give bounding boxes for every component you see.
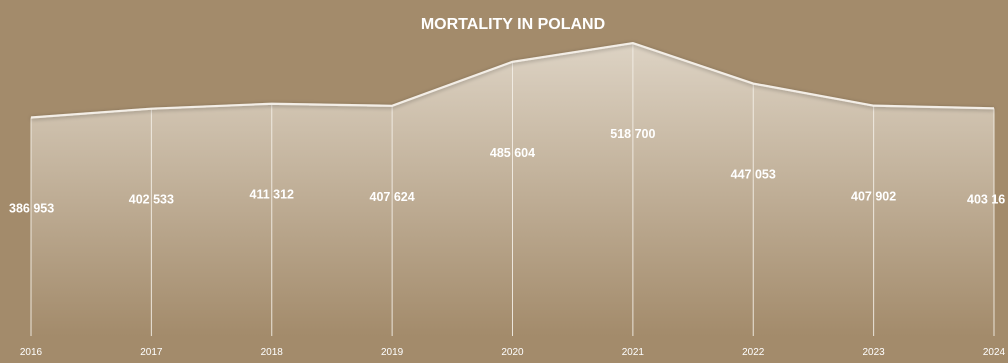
data-label-2016: 386 953 — [9, 201, 54, 215]
data-label-2023: 407 902 — [851, 190, 896, 204]
x-tick-label-2024: 2024 — [983, 347, 1006, 358]
chart-title: MORTALITY IN POLAND — [421, 16, 605, 33]
drop-lines — [30, 43, 995, 336]
x-tick-label-2017: 2017 — [140, 347, 163, 358]
data-label-2017: 402 533 — [129, 193, 174, 207]
x-tick-label-2018: 2018 — [261, 347, 284, 358]
data-label-2022: 447 053 — [731, 168, 776, 182]
x-tick-label-2016: 2016 — [20, 347, 43, 358]
data-label-2018: 411 312 — [250, 188, 295, 202]
x-tick-label-2019: 2019 — [381, 347, 404, 358]
data-labels: 386 953 402 533 411 312 407 624 485 604 518 7… — [9, 127, 1005, 215]
x-tick-label-2023: 2023 — [863, 347, 886, 358]
data-label-2019: 407 624 — [370, 190, 415, 204]
x-tick-label-2020: 2020 — [501, 347, 524, 358]
x-tick-label-2021: 2021 — [622, 347, 645, 358]
x-axis-ticks: 2016 2017 2018 2019 2020 2021 2022 2023 2024 — [20, 347, 1006, 358]
x-tick-label-2022: 2022 — [742, 347, 765, 358]
series-line-layer — [30, 41, 995, 119]
data-label-2020: 485 604 — [490, 146, 535, 160]
data-label-2021: 518 700 — [610, 127, 655, 141]
data-label-2024: 403 16 — [967, 192, 1005, 206]
